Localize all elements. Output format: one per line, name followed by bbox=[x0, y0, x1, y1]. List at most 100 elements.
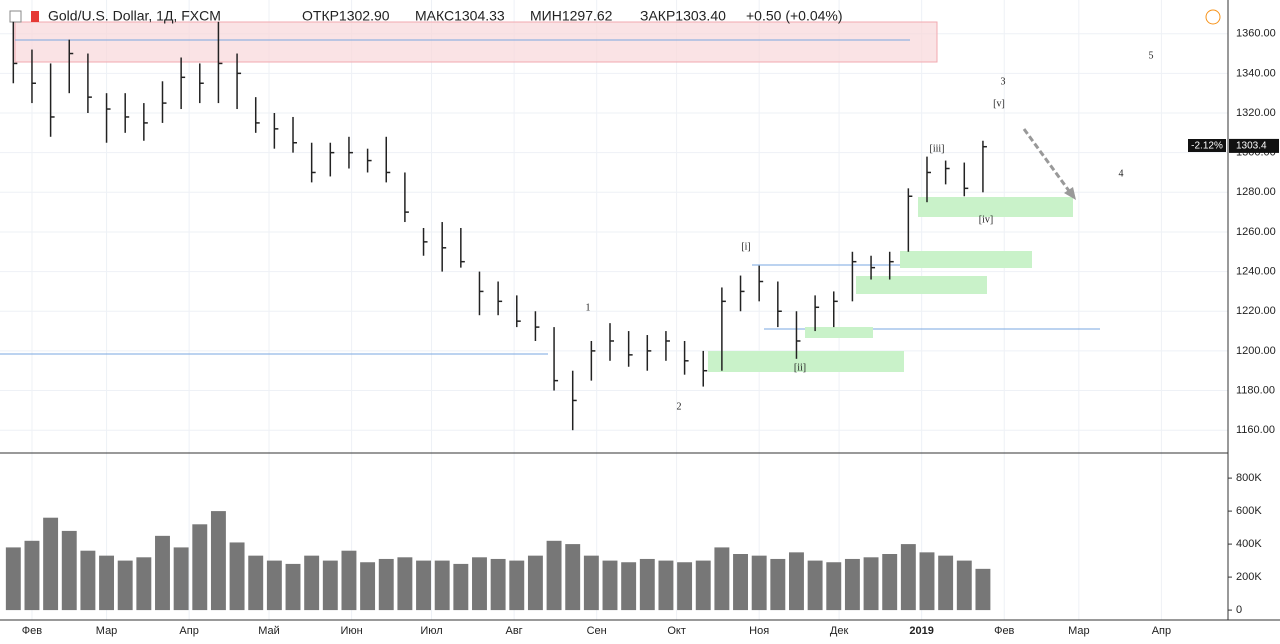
wave-label: [i] bbox=[741, 241, 750, 252]
volume-bar bbox=[621, 562, 637, 611]
last-price-tag bbox=[1229, 138, 1279, 153]
volume-bar bbox=[975, 568, 991, 611]
x-tick-label: Фев bbox=[22, 625, 42, 637]
volume-tick-label: 400K bbox=[1236, 538, 1262, 550]
volume-bar bbox=[360, 562, 376, 611]
volume-bar bbox=[863, 557, 879, 611]
projection-arrow bbox=[1022, 128, 1074, 196]
x-tick-label: Апр bbox=[1152, 625, 1171, 637]
volume-bar bbox=[695, 560, 711, 611]
volume-bar bbox=[602, 560, 618, 611]
x-tick-label: Апр bbox=[179, 625, 198, 637]
resistance-zone bbox=[14, 21, 938, 63]
support-zone bbox=[856, 276, 987, 294]
volume-bar bbox=[472, 557, 487, 611]
x-tick-label: Июл bbox=[420, 625, 442, 637]
wave-label: [iii] bbox=[930, 143, 945, 154]
volume-bar bbox=[733, 554, 748, 611]
close-label: ЗАКР1303.40 bbox=[640, 8, 726, 24]
volume-bar bbox=[397, 557, 413, 611]
volume-bar bbox=[639, 558, 655, 611]
volume-bar bbox=[677, 562, 693, 611]
wave-label: [ii] bbox=[794, 362, 806, 373]
volume-bar bbox=[229, 542, 245, 611]
support-zone bbox=[900, 251, 1032, 268]
last-change: -2.12% bbox=[1191, 141, 1223, 152]
volume-bar bbox=[341, 550, 357, 611]
x-tick-label: Авг bbox=[506, 625, 523, 637]
volume-bar bbox=[61, 530, 77, 611]
wave-label: 1 bbox=[586, 302, 591, 313]
x-tick-label: Окт bbox=[667, 625, 686, 637]
volume-bar bbox=[956, 560, 972, 611]
volume-bar bbox=[583, 555, 599, 611]
volume-bar bbox=[173, 547, 189, 611]
volume-bar bbox=[210, 511, 226, 611]
volume-bar bbox=[882, 554, 898, 611]
volume-bar bbox=[416, 560, 431, 611]
volume-bar bbox=[378, 558, 394, 611]
volume-bar bbox=[99, 555, 115, 611]
volume-bar bbox=[5, 547, 21, 611]
volume-bar bbox=[789, 552, 804, 611]
x-tick-label: Май bbox=[258, 625, 280, 637]
flag-icon bbox=[31, 11, 39, 22]
volume-bar bbox=[509, 560, 525, 611]
volume-bar bbox=[565, 544, 581, 611]
volume-bar bbox=[919, 552, 935, 611]
y-tick-label: 1360.00 bbox=[1236, 28, 1276, 40]
volume-bar bbox=[24, 540, 40, 611]
alert-icon[interactable] bbox=[1205, 9, 1221, 25]
arrow-head bbox=[1064, 187, 1076, 200]
volume-bar bbox=[434, 560, 450, 611]
collapse-icon[interactable] bbox=[9, 10, 22, 23]
volume-tick-label: 600K bbox=[1236, 505, 1262, 517]
x-tick-label: Дек bbox=[830, 625, 849, 637]
wave-label: 4 bbox=[1119, 168, 1124, 179]
wave-label: 5 bbox=[1149, 50, 1154, 61]
x-tick-label: Ноя bbox=[749, 625, 769, 637]
wave-label: 2 bbox=[677, 401, 682, 412]
volume-bar bbox=[285, 563, 301, 611]
volume-bar bbox=[248, 555, 264, 611]
volume-bar bbox=[807, 560, 823, 611]
low-label: МИН1297.62 bbox=[530, 8, 613, 24]
volume-bar bbox=[844, 558, 860, 611]
zones bbox=[0, 21, 1100, 372]
volume-bar bbox=[117, 560, 133, 611]
volume-bar bbox=[770, 558, 786, 611]
volume-bar bbox=[546, 540, 562, 611]
volume-bar bbox=[136, 557, 152, 611]
y-tick-label: 1200.00 bbox=[1236, 345, 1276, 357]
y-tick-label: 1220.00 bbox=[1236, 305, 1276, 317]
high-label: МАКС1304.33 bbox=[415, 8, 505, 24]
volume-bar bbox=[322, 560, 338, 611]
x-tick-label: Мар bbox=[1068, 625, 1090, 637]
volume-bar bbox=[453, 563, 469, 611]
volume-bar bbox=[155, 535, 170, 611]
change-label: +0.50 (+0.04%) bbox=[746, 8, 843, 24]
volume-bar bbox=[826, 562, 842, 611]
support-zone bbox=[805, 327, 873, 338]
y-tick-label: 1180.00 bbox=[1236, 384, 1275, 396]
volume-bar bbox=[900, 544, 916, 611]
symbol-title[interactable]: Gold/U.S. Dollar, 1Д, FXCM bbox=[48, 8, 221, 24]
volume-bar bbox=[43, 517, 59, 611]
x-tick-label: Сен bbox=[587, 625, 607, 637]
volume-tick-label: 0 bbox=[1236, 604, 1242, 616]
x-tick-label: Июн bbox=[341, 625, 363, 637]
volume-bar bbox=[192, 524, 208, 611]
wave-label: [iv] bbox=[979, 214, 993, 225]
y-tick-label: 1340.00 bbox=[1236, 67, 1276, 79]
change-tag bbox=[1188, 139, 1226, 152]
open-label: ОТКР1302.90 bbox=[302, 8, 390, 24]
volume-bar bbox=[527, 555, 543, 611]
y-tick-label: 1240.00 bbox=[1236, 266, 1276, 278]
x-tick-label: Мар bbox=[96, 625, 118, 637]
volume-bar bbox=[490, 558, 506, 611]
support-zone bbox=[708, 351, 904, 372]
last-price: 1303.4 bbox=[1236, 141, 1267, 152]
volume-bar bbox=[658, 560, 674, 611]
x-tick-label: Фев bbox=[994, 625, 1014, 637]
